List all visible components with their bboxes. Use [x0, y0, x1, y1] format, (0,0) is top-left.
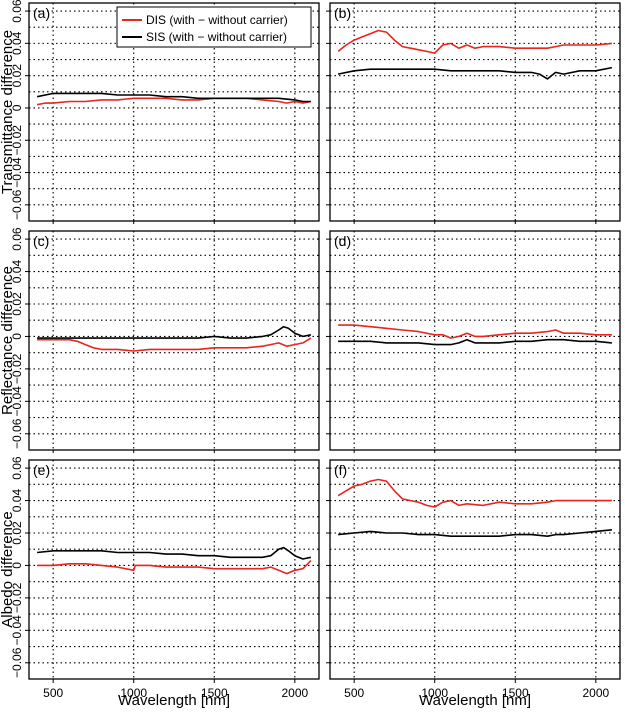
x-axis-label: Wavelength [nm]: [419, 692, 531, 709]
panel-f: 500 1000 1500 2000 Wavelength [nm] (f): [326, 459, 621, 709]
panel-a: −0.06−0.04−0.02 0 0.02 0.04 0.06 Transmittanc…: [0, 0, 320, 224]
panel-c: −0.06−0.04 −0.02 0 0.02 0.04 0.06 Reflectance …: [0, 227, 320, 453]
series-sis-line: [37, 546, 312, 560]
series-dis-line: [37, 337, 312, 352]
panel-d: (d): [326, 230, 621, 453]
series-sis-line: [36, 92, 311, 103]
series-dis-line: [36, 97, 312, 106]
plot-frame: [28, 230, 320, 451]
y-tick-label: 0.02: [10, 64, 24, 88]
y-axis-label: Transmittance difference: [0, 30, 16, 194]
y-axis-label: Albedo difference: [0, 511, 16, 627]
y-tick-label: −0.04: [10, 386, 24, 417]
series-sis-line: [338, 338, 612, 346]
series-sis-line: [337, 66, 613, 80]
y-tick-label: 0: [10, 104, 24, 111]
legend-label-dis: DIS (with − without carrier): [146, 13, 288, 27]
plot-frame: [329, 459, 621, 680]
x-tick-label: 1500: [502, 686, 529, 700]
panel-b: (b): [326, 2, 621, 224]
y-tick-label: −0.06: [10, 189, 24, 220]
panel-label: (c): [33, 233, 49, 249]
plot-frame: [28, 2, 320, 222]
y-tick-label: −0.02: [10, 582, 24, 613]
y-tick-label: 0.06: [10, 0, 24, 23]
y-tick-label: 0.02: [10, 292, 24, 316]
x-axis-label: Wavelength [nm]: [118, 692, 230, 709]
panel-label: (e): [33, 462, 50, 478]
panel-label: (b): [334, 5, 351, 21]
y-tick-label: 0.06: [10, 456, 24, 480]
x-tick-label: 500: [344, 686, 364, 700]
plot-frame: [28, 459, 320, 680]
y-tick-label: 0.06: [10, 227, 24, 251]
y-axis-label: Reflectance difference: [0, 266, 16, 415]
panel-e: −0.06−0.04 −0.02 0 0.02 0.04 0.06 500 1000 1500 2…: [0, 456, 320, 709]
legend-box: [116, 6, 312, 48]
y-tick-label: −0.06: [10, 418, 24, 449]
y-tick-label: −0.02: [10, 353, 24, 384]
y-tick-label: 0: [10, 562, 24, 569]
series-sis-line: [37, 325, 312, 339]
panel-label: (f): [334, 462, 347, 478]
legend-label-sis: SIS (with − without carrier): [146, 30, 287, 44]
y-tick-label: 0.04: [10, 489, 24, 513]
plot-frame: [329, 2, 621, 222]
y-tick-label: −0.04: [10, 615, 24, 646]
y-tick-label: 0.04: [10, 31, 24, 55]
y-tick-label: 0: [10, 333, 24, 340]
y-tick-label: −0.06: [10, 647, 24, 678]
legend: DIS (with − without carrier) SIS (with − …: [116, 6, 312, 48]
panel-label: (a): [33, 5, 50, 21]
panel-label: (d): [334, 233, 351, 249]
series-dis-line: [337, 29, 612, 54]
y-tick-label: −0.02: [10, 125, 24, 156]
series-dis-line: [37, 560, 312, 575]
x-tick-label: 1000: [421, 686, 448, 700]
y-tick-label: 0.02: [10, 521, 24, 545]
y-tick-label: −0.04: [10, 157, 24, 188]
x-tick-label: 500: [43, 686, 63, 700]
series-sis-line: [338, 529, 612, 537]
series-dis-line: [337, 478, 612, 508]
plot-frame: [329, 230, 621, 451]
series-dis-line: [338, 324, 612, 339]
x-tick-label: 2000: [281, 686, 308, 700]
y-tick-label: 0.04: [10, 260, 24, 284]
x-tick-label: 2000: [582, 686, 609, 700]
x-tick-label: 1500: [201, 686, 228, 700]
x-tick-label: 1000: [120, 686, 147, 700]
